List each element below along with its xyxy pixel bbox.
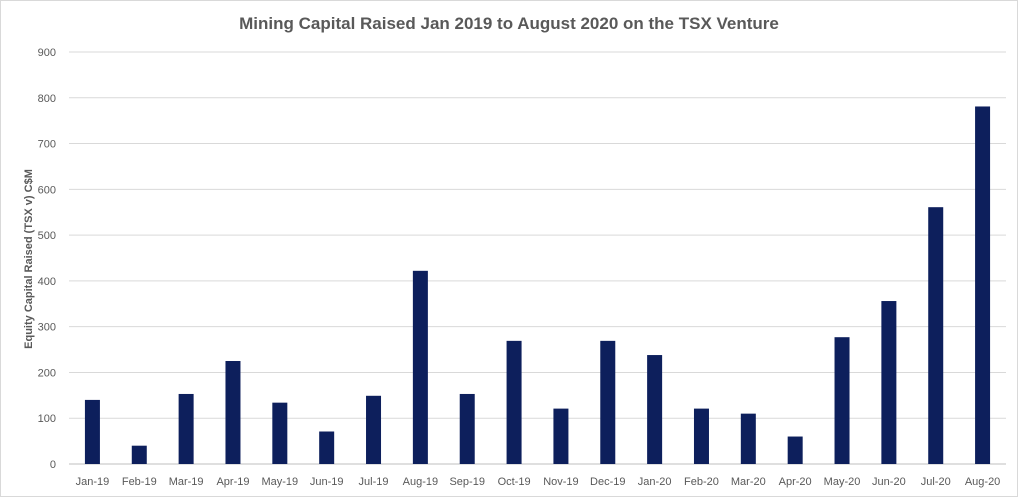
bar-May-20 bbox=[834, 337, 850, 464]
bar-Oct-19 bbox=[506, 340, 522, 464]
y-tick-label-800: 800 bbox=[38, 93, 56, 105]
bar-Sep-19 bbox=[459, 393, 475, 464]
y-tick-label-100: 100 bbox=[38, 413, 56, 425]
bar-Aug-20 bbox=[975, 106, 991, 464]
x-tick-label-Aug-19: Aug-19 bbox=[403, 476, 438, 488]
x-tick-label-Jun-19: Jun-19 bbox=[310, 476, 344, 488]
bar-Jul-20 bbox=[928, 207, 944, 465]
x-axis-ticks: Jan-19 Feb-19 Mar-19 Apr-19 May-19 Jun-19 Jul-… bbox=[76, 476, 1001, 488]
y-axis-ticks: 0 100 200 300 400 500 600 700 800 900 bbox=[38, 47, 56, 471]
x-tick-label-Nov-19: Nov-19 bbox=[543, 476, 578, 488]
y-tick-label-300: 300 bbox=[38, 322, 56, 334]
x-tick-label-May-19: May-19 bbox=[261, 476, 298, 488]
y-tick-label-400: 400 bbox=[38, 276, 56, 288]
bars bbox=[84, 106, 991, 465]
bar-Feb-19 bbox=[131, 445, 147, 464]
bar-Mar-19 bbox=[178, 393, 194, 464]
bar-Mar-20 bbox=[740, 413, 756, 464]
gridlines bbox=[69, 51, 1006, 465]
bar-Jun-20 bbox=[881, 301, 897, 464]
x-tick-label-Jun-20: Jun-20 bbox=[872, 476, 906, 488]
x-tick-label-Jul-20: Jul-20 bbox=[921, 476, 951, 488]
bar-May-19 bbox=[272, 402, 288, 464]
x-tick-label-Apr-20: Apr-20 bbox=[779, 476, 812, 488]
y-tick-label-500: 500 bbox=[38, 230, 56, 242]
x-tick-label-Sep-19: Sep-19 bbox=[449, 476, 484, 488]
bar-Dec-19 bbox=[600, 340, 616, 464]
bar-Apr-20 bbox=[787, 436, 803, 464]
x-tick-label-Dec-19: Dec-19 bbox=[590, 476, 625, 488]
bar-Aug-19 bbox=[412, 270, 428, 464]
chart-title: Mining Capital Raised Jan 2019 to August… bbox=[239, 14, 779, 33]
y-axis-title: Equity Capital Raised (TSX v) C$M bbox=[23, 169, 35, 349]
bar-Nov-19 bbox=[553, 408, 569, 464]
y-tick-label-200: 200 bbox=[38, 367, 56, 379]
x-tick-label-Mar-19: Mar-19 bbox=[169, 476, 204, 488]
x-tick-label-Oct-19: Oct-19 bbox=[498, 476, 531, 488]
x-tick-label-Jan-19: Jan-19 bbox=[76, 476, 110, 488]
y-tick-label-700: 700 bbox=[38, 139, 56, 151]
x-tick-label-Apr-19: Apr-19 bbox=[216, 476, 249, 488]
x-tick-label-Mar-20: Mar-20 bbox=[731, 476, 766, 488]
y-tick-label-600: 600 bbox=[38, 184, 56, 196]
bar-Jul-19 bbox=[366, 395, 382, 464]
bar-Jun-19 bbox=[319, 431, 335, 464]
bar-Jan-20 bbox=[647, 355, 663, 464]
x-tick-label-May-20: May-20 bbox=[824, 476, 861, 488]
bar-Feb-20 bbox=[693, 408, 709, 464]
bar-Apr-19 bbox=[225, 361, 241, 464]
y-tick-label-900: 900 bbox=[38, 47, 56, 59]
y-tick-label-0: 0 bbox=[50, 459, 56, 471]
bar-Jan-19 bbox=[84, 399, 100, 464]
x-tick-label-Jan-20: Jan-20 bbox=[638, 476, 672, 488]
x-tick-label-Feb-20: Feb-20 bbox=[684, 476, 719, 488]
x-tick-label-Jul-19: Jul-19 bbox=[359, 476, 389, 488]
x-tick-label-Aug-20: Aug-20 bbox=[965, 476, 1000, 488]
x-tick-label-Feb-19: Feb-19 bbox=[122, 476, 157, 488]
